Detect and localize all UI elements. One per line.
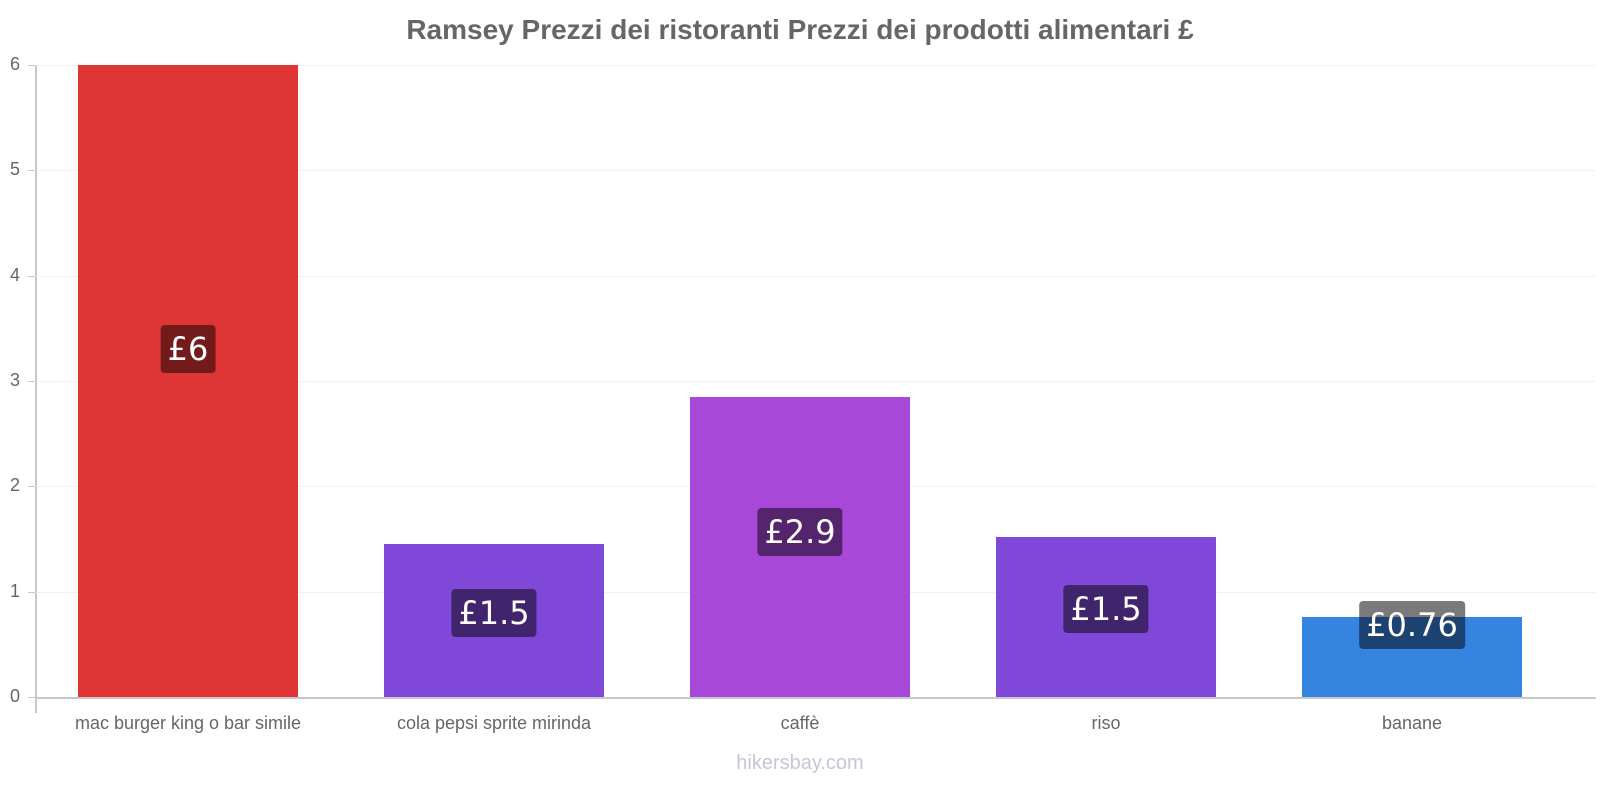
y-tick-label: 6 bbox=[9, 54, 20, 74]
x-category-label: caffè bbox=[780, 713, 820, 733]
gridline bbox=[36, 65, 1596, 66]
bar-value-label: £2.9 bbox=[757, 507, 843, 556]
y-tick-label: 3 bbox=[9, 370, 20, 390]
y-tick-label: 4 bbox=[9, 264, 20, 285]
gridline bbox=[36, 170, 1596, 172]
x-category-label: mac burger king o bar simile bbox=[74, 713, 302, 733]
y-tick-mark bbox=[28, 170, 36, 172]
watermark: hikersbay.com bbox=[736, 752, 864, 774]
y-tick-label: 2 bbox=[9, 475, 20, 496]
gridline bbox=[36, 381, 1596, 382]
y-tick-mark bbox=[28, 65, 36, 66]
bar-value-label: £0.76 bbox=[1359, 600, 1465, 649]
x-category-label: riso bbox=[1091, 713, 1121, 733]
chart-title: Ramsey Prezzi dei ristoranti Prezzi dei … bbox=[406, 14, 1194, 45]
gridline bbox=[36, 275, 1596, 277]
y-tick-label: 5 bbox=[9, 159, 20, 180]
bar-value-label: £1.5 bbox=[451, 588, 537, 637]
y-axis-line bbox=[35, 65, 37, 713]
bar-0[interactable] bbox=[78, 65, 298, 697]
x-category-label: cola pepsi sprite mirinda bbox=[396, 713, 592, 733]
y-tick-label: 0 bbox=[9, 686, 20, 706]
y-tick-mark bbox=[28, 486, 36, 488]
y-tick-label: 1 bbox=[9, 580, 20, 601]
x-axis-line bbox=[35, 697, 1596, 699]
y-tick-mark bbox=[28, 697, 36, 698]
x-category-label: banane bbox=[1381, 713, 1443, 733]
bar-value-label: £1.5 bbox=[1063, 584, 1149, 633]
bar-value-label: £6 bbox=[160, 325, 216, 374]
y-tick-mark bbox=[28, 381, 36, 382]
y-tick-mark bbox=[28, 275, 36, 277]
y-tick-mark bbox=[28, 591, 36, 593]
